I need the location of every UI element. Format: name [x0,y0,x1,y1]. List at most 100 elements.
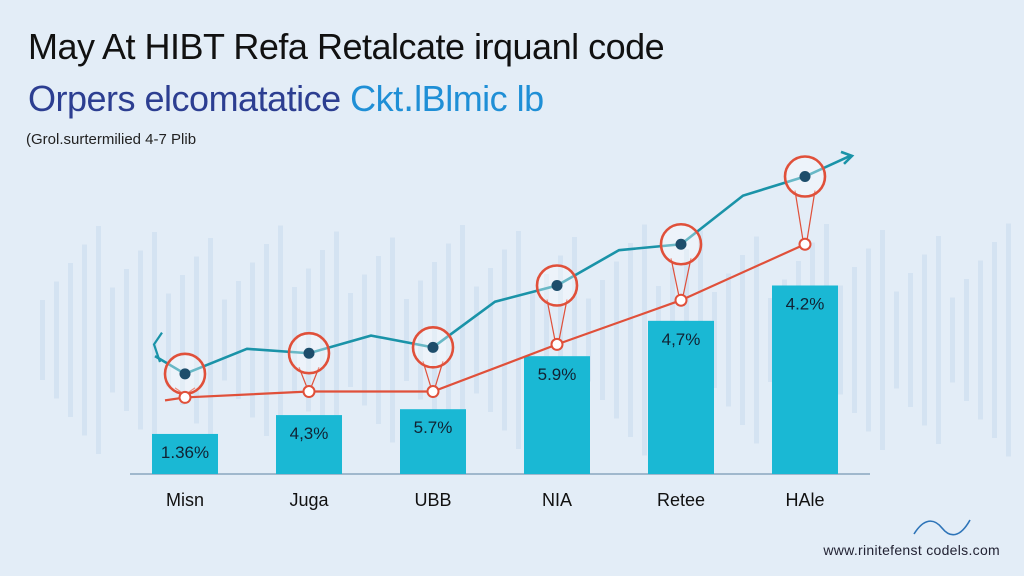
bar [524,356,590,474]
marker-connector [794,190,804,241]
marker-connector [806,190,816,241]
background-stripe [488,268,493,412]
background-stripe [446,243,451,437]
background-stripe [250,262,255,418]
background-stripe [264,244,269,436]
background-stripe [208,238,213,442]
background-stripe [936,236,941,444]
red-point-marker [178,390,192,404]
background-stripe [600,280,605,400]
background-stripe [628,243,633,437]
red-point-marker [426,385,440,399]
bar-value-label: 5.7% [414,418,453,437]
background-stripe [922,254,927,426]
background-stripe [712,292,717,388]
bars-group [152,285,838,474]
red-point-marker [674,293,688,307]
background-stripe [376,256,381,424]
line-series-teal [154,154,851,376]
background-stripe [194,256,199,424]
bar [648,320,714,474]
background-stripe [1006,223,1011,457]
background-stripe [474,286,479,394]
marker-dot [551,279,563,291]
background-stripe [544,274,549,406]
background-stripe [838,285,843,395]
background-stripe [278,225,283,455]
background-stripe [348,293,353,387]
background-stripe [586,298,591,382]
bar [152,433,218,474]
background-stripe [978,260,983,420]
background-stripe [572,237,577,443]
bar [772,285,838,474]
category-label: HAle [785,490,824,510]
background-stripe [866,248,871,432]
background-stripe [880,230,885,450]
marker-dot [179,368,191,380]
bar-value-label: 4,3% [290,424,329,443]
background-stripe [362,274,367,406]
category-label: Retee [657,490,705,510]
background-stripe [432,262,437,418]
category-label: NIA [542,490,572,510]
background-stripe [236,281,241,399]
marker-connector [546,299,556,341]
background-stripe [992,242,997,438]
watermark-text: www.rinitefenst codels.com [823,542,1000,558]
background-stripe [166,293,171,387]
background-stripe [222,299,227,381]
background-stripe [908,273,913,407]
bar-value-label: 4.2% [786,294,825,313]
watermark-logo-icon [913,519,971,536]
chart-title: May At HIBT Refa Retalcate irquanl code [28,26,665,67]
category-label: UBB [414,490,451,510]
background-stripe [54,281,59,399]
background-stripe [516,231,521,449]
category-label: Misn [166,490,204,510]
background-stripe [754,236,759,444]
marker-dot [303,347,315,359]
background-stripe [96,226,101,454]
background-stripe [642,224,647,456]
subtitle-part-b: Ckt․lBlmic lb [350,78,544,119]
background-stripe [110,287,115,393]
red-point-marker [798,237,812,251]
labels-group: 1.36% Misn 4,3% Juga 5.7% UBB 5.9% NIA 4,7% Retee… [161,294,825,510]
background-stripe [502,249,507,431]
marker-connector [670,258,680,297]
background-stripe [726,273,731,407]
background-stripe [124,269,129,411]
marker-dot [799,171,811,183]
background-stripe [740,255,745,425]
markers-group [163,155,827,404]
chart-subtitle: Orpers elcomatatice Ckt․lBlmic lb [28,78,544,120]
background-stripe [460,225,465,455]
bar [400,409,466,474]
bar-value-label: 4,7% [662,330,701,349]
background-stripe [768,298,773,382]
category-label: Juga [289,490,329,510]
background-stripe [138,250,143,430]
red-point-marker [302,385,316,399]
background-stripe [950,297,955,383]
background-stripe [334,231,339,449]
chart-note: (Grol.surtermilied 4-7 Plib [26,131,197,148]
background-stripe [404,299,409,381]
marker-dot [675,238,687,250]
background-stripe [180,275,185,405]
background-stripe [152,232,157,448]
background-stripe [894,291,899,389]
background-stripe [852,267,857,413]
bar [276,415,342,474]
background-stripe [418,280,423,400]
lines-group [152,150,855,402]
background-stripe [82,244,87,436]
marker-connector [558,299,568,341]
arrow-head-icon [840,150,855,165]
background-stripe [614,261,619,419]
marker-connector [682,258,692,297]
background-stripe [530,292,535,388]
marker-dot [427,341,439,353]
